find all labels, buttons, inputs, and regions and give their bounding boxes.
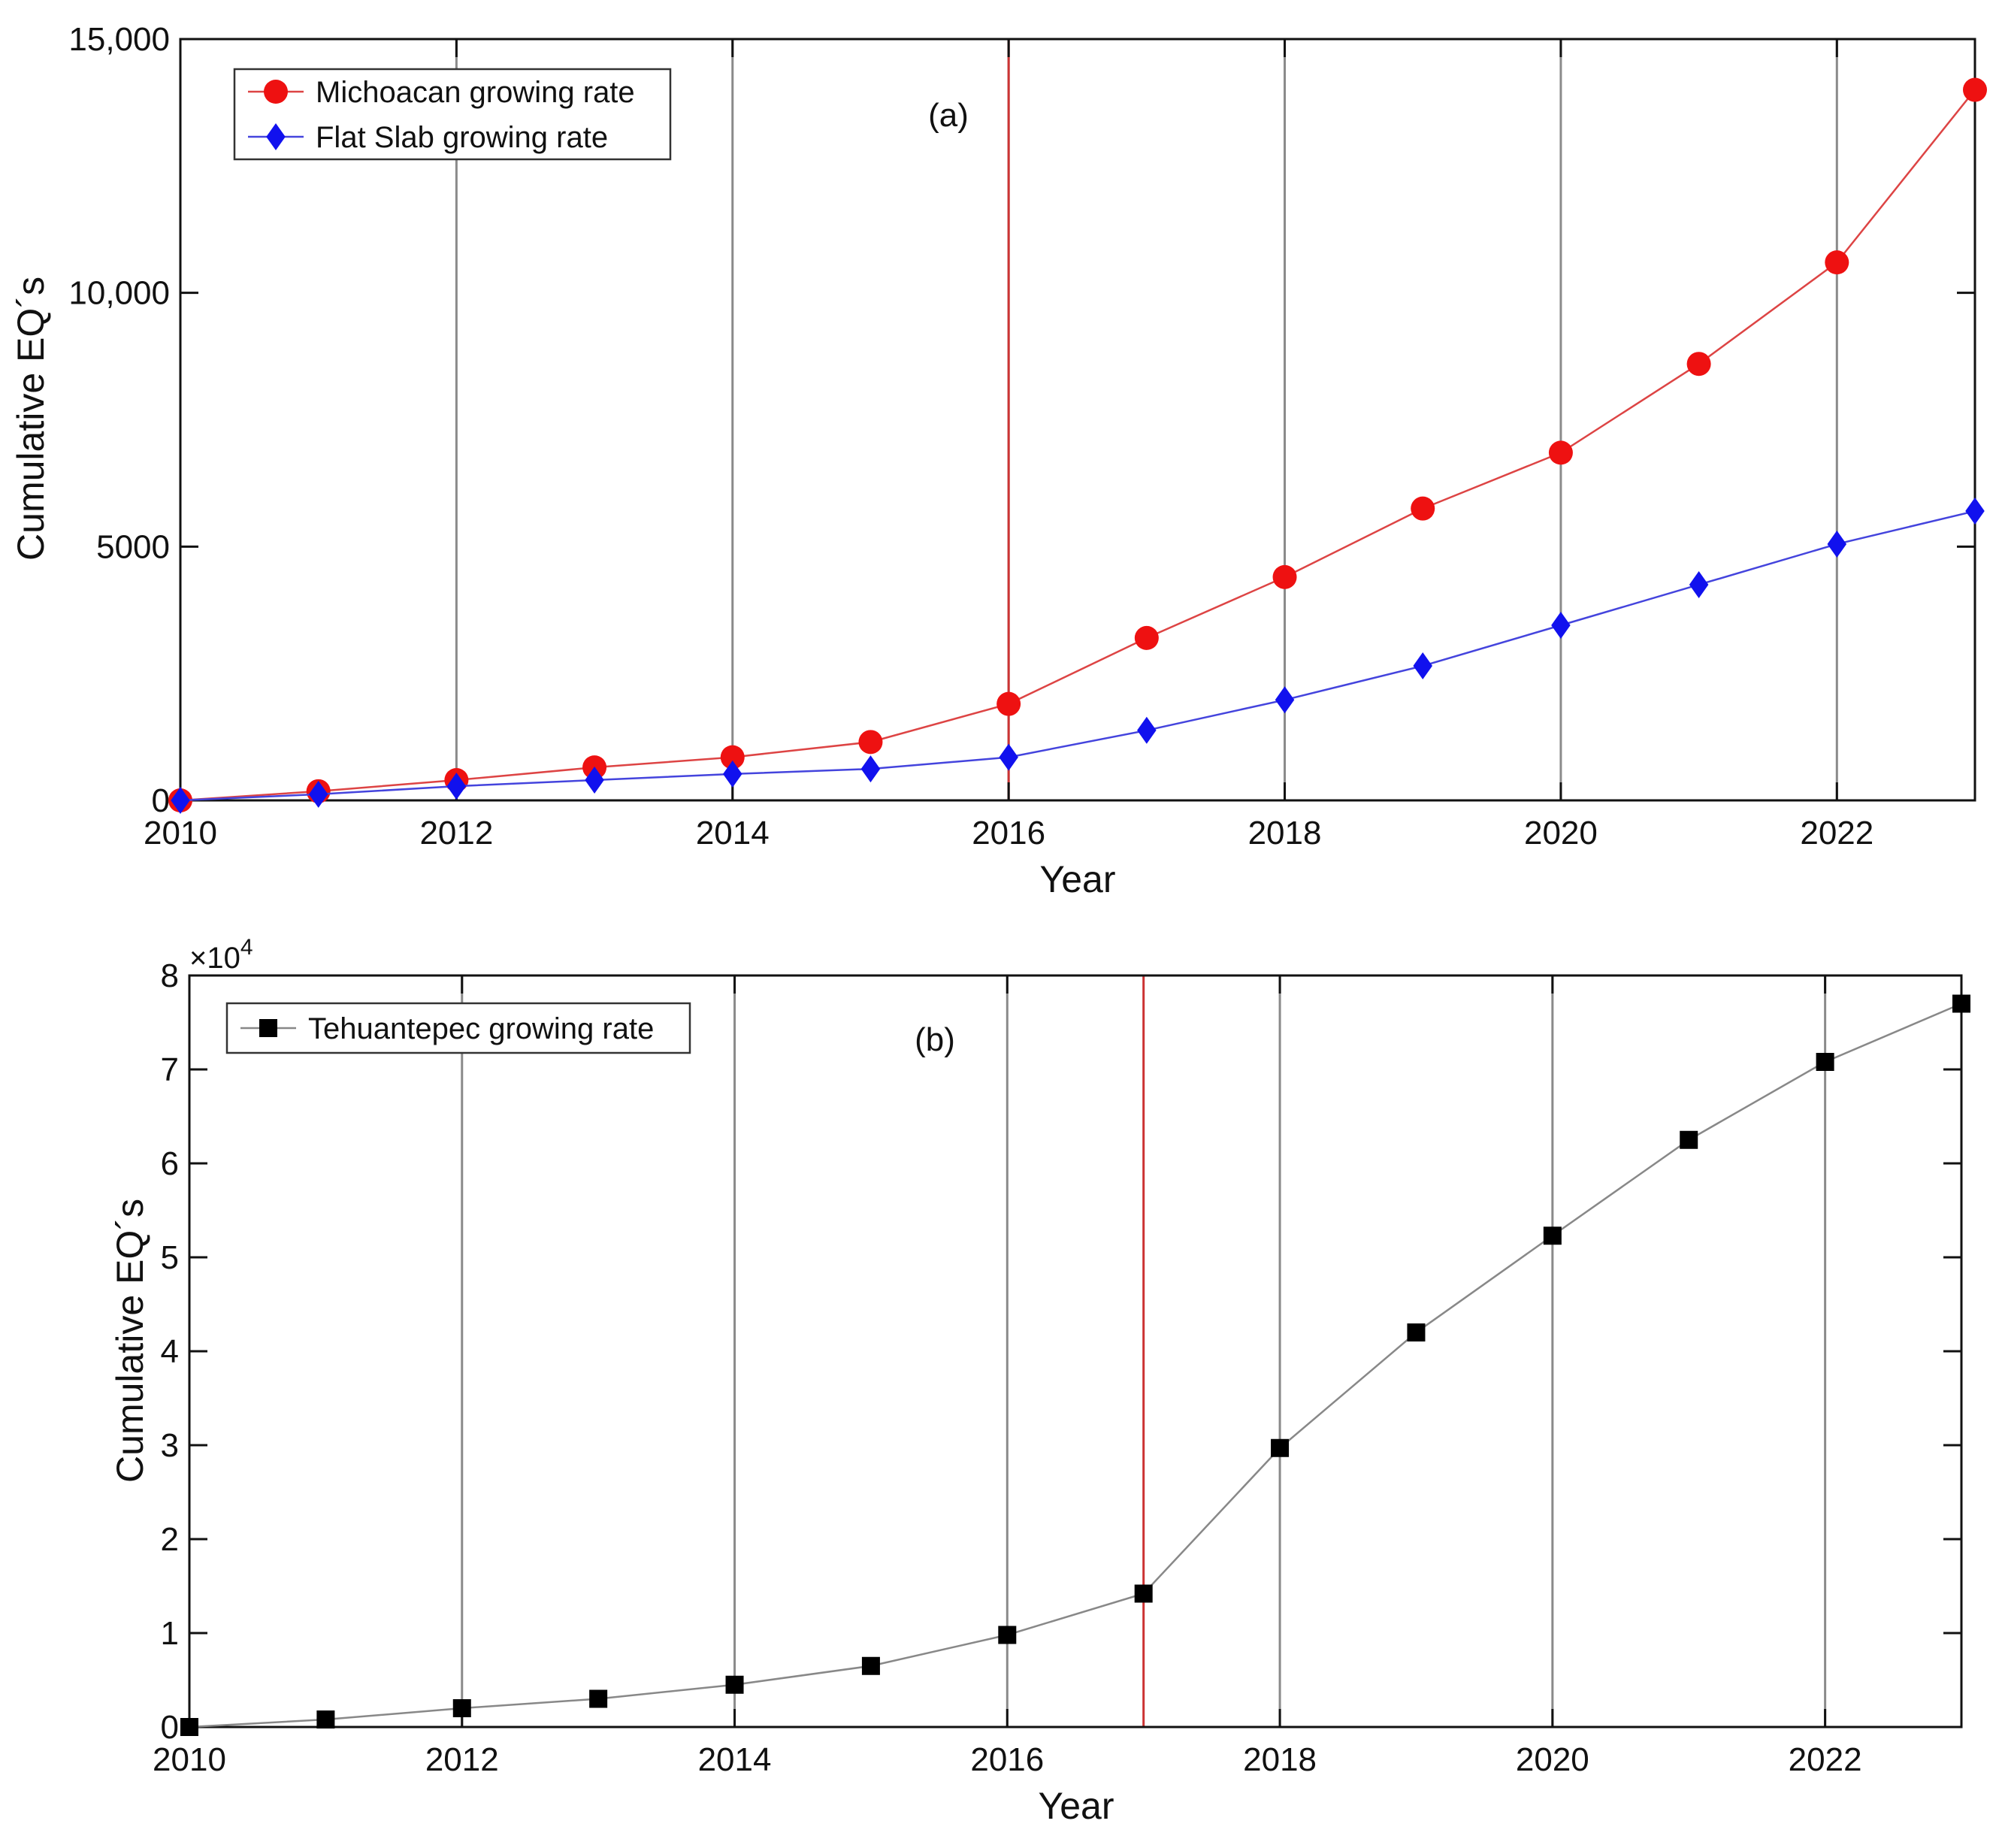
panel-a-data-point xyxy=(1965,498,1985,525)
panel-b-x-tick-label: 2016 xyxy=(970,1741,1044,1778)
panel-a-data-point xyxy=(1551,612,1571,640)
panel-a-data-point xyxy=(860,755,881,783)
panel-b-data-point xyxy=(589,1689,608,1708)
panel-b-data-point xyxy=(1952,994,1970,1013)
panel-a-x-tick-label: 2014 xyxy=(696,815,770,851)
panel-a-data-point xyxy=(1689,570,1709,598)
panel-a-chart: (a) Year Cumulative EQ´s 2010 2012 2014 201… xyxy=(10,21,1987,900)
panel-a-x-tick-label: 2020 xyxy=(1524,815,1598,851)
panel-a-y-axis-label: Cumulative EQ´s xyxy=(10,277,52,561)
panel-a-data-point xyxy=(996,691,1021,716)
panel-b-data-point xyxy=(180,1718,198,1736)
panel-a-data-point xyxy=(1411,496,1435,521)
panel-b-data-point xyxy=(1543,1226,1562,1245)
panel-a-data-point xyxy=(999,743,1018,771)
panel-b-chart: (b) Year Cumulative EQ´s ×104 2010 2012 20… xyxy=(109,935,1970,1827)
panel-a-x-tick-label: 2016 xyxy=(972,815,1045,851)
panel-a-data-point xyxy=(308,780,328,808)
panel-a-data-point xyxy=(858,730,883,755)
panel-b-plot-area xyxy=(188,974,1963,1729)
panel-a-data-point xyxy=(1827,530,1847,558)
panel-a-y-tick-label: 10,000 xyxy=(68,275,170,312)
panel-b-data-point xyxy=(998,1626,1017,1644)
panel-a-y-tick-label: 0 xyxy=(152,782,170,819)
panel-a-data-point xyxy=(446,773,467,800)
panel-a-data-point xyxy=(1134,625,1159,650)
panel-a-data-point xyxy=(1963,77,1987,102)
panel-b-data-point xyxy=(725,1675,744,1694)
panel-b-y-tick-label: 0 xyxy=(161,1709,179,1746)
panel-b-y-tick-label: 3 xyxy=(161,1427,179,1464)
panel-b-y-exponent-base: ×10 xyxy=(189,942,240,975)
panel-a-x-axis-label: Year xyxy=(1039,858,1115,900)
panel-b-series-line-1 xyxy=(189,1003,1962,1729)
panel-a-legend-box xyxy=(233,68,672,161)
panel-a-data-point xyxy=(171,787,190,814)
panel-b-x-axis-label: Year xyxy=(1038,1785,1114,1827)
panel-b-legend-label: Tehuantepec growing rate xyxy=(308,1012,654,1045)
panel-b-y-tick-label: 8 xyxy=(161,957,179,994)
panel-a-series-line-2 xyxy=(180,510,1976,802)
panel-a-label: (a) xyxy=(928,97,969,134)
panel-a-x-tick-label: 2022 xyxy=(1800,815,1873,851)
panel-b-data-point xyxy=(1134,1584,1153,1603)
panel-b-data-point xyxy=(1271,1438,1290,1457)
panel-a-y-tick-label: 5000 xyxy=(96,528,170,565)
panel-a-data-point xyxy=(1413,652,1432,680)
panel-a-data-point xyxy=(723,760,742,788)
panel-a-data-point xyxy=(1825,250,1849,275)
panel-b-y-tick-label: 2 xyxy=(161,1521,179,1558)
panel-b-y-tick-label: 5 xyxy=(161,1239,179,1276)
panel-a-data-point xyxy=(585,766,604,794)
panel-a-x-tick-label: 2018 xyxy=(1248,815,1322,851)
panel-a-x-tick-label: 2012 xyxy=(419,815,493,851)
panel-b-data-point xyxy=(452,1699,471,1717)
panel-a-axes-box xyxy=(179,38,1976,802)
panel-a-data-point xyxy=(1137,716,1157,744)
panel-a-x-tick-label: 2010 xyxy=(144,815,217,851)
panel-a-legend-marker xyxy=(266,123,286,150)
panel-b-x-tick-label: 2012 xyxy=(425,1741,499,1778)
panel-b-y-exponent-power: 4 xyxy=(240,935,253,960)
panel-a-legend: Michoacan growing rate Flat Slab growing … xyxy=(233,68,672,161)
panel-b-label: (b) xyxy=(915,1021,955,1058)
panel-a-series-line-1 xyxy=(180,89,1976,802)
panel-a-data-point xyxy=(1272,564,1297,589)
panel-b-x-tick-label: 2018 xyxy=(1243,1741,1317,1778)
panel-b-legend: Tehuantepec growing rate xyxy=(225,1002,691,1054)
panel-b-y-tick-label: 1 xyxy=(161,1615,179,1652)
panel-b-x-tick-label: 2020 xyxy=(1516,1741,1589,1778)
panel-b-legend-marker xyxy=(259,1019,277,1037)
panel-b-y-tick-label: 6 xyxy=(161,1145,179,1182)
panel-a-data-point xyxy=(1548,440,1573,465)
panel-b-x-tick-label: 2014 xyxy=(698,1741,772,1778)
panel-a-legend-label: Flat Slab growing rate xyxy=(316,121,608,154)
panel-b-data-point xyxy=(861,1656,880,1675)
panel-a-data-point xyxy=(1686,352,1711,377)
panel-b-x-tick-label: 2022 xyxy=(1789,1741,1862,1778)
panel-b-y-tick-label: 4 xyxy=(161,1333,179,1370)
panel-a-data-point xyxy=(1275,686,1295,714)
panel-a-y-tick-label: 15,000 xyxy=(68,21,170,58)
panel-b-data-point xyxy=(1680,1130,1698,1149)
panel-b-y-tick-label: 7 xyxy=(161,1051,179,1088)
panel-b-legend-box xyxy=(225,1002,691,1054)
panel-b-y-axis-label: Cumulative EQ´s xyxy=(109,1199,151,1483)
panel-b-x-tick-label: 2010 xyxy=(153,1741,226,1778)
panel-b-data-point xyxy=(1816,1053,1834,1071)
panel-b-data-point xyxy=(316,1710,335,1729)
panel-a-legend-marker xyxy=(264,80,288,104)
panel-b-y-exponent: ×104 xyxy=(189,935,253,975)
panel-a-data-point xyxy=(720,745,745,770)
panel-b-data-point xyxy=(1407,1323,1426,1341)
panel-a-legend-label: Michoacan growing rate xyxy=(316,76,635,109)
